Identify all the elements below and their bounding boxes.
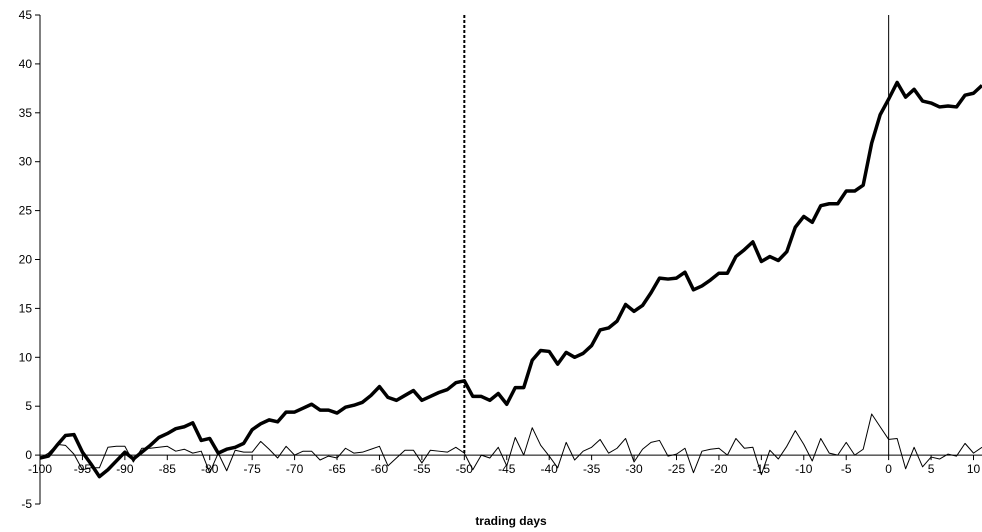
x-tick-label: -85	[159, 462, 177, 476]
x-tick-label: -65	[328, 462, 346, 476]
x-tick-label: -20	[710, 462, 728, 476]
x-tick-label: -70	[286, 462, 304, 476]
y-tick-label: 5	[25, 399, 32, 413]
x-tick-label: -15	[753, 462, 771, 476]
x-tick-label: -40	[541, 462, 559, 476]
x-tick-label: -75	[243, 462, 261, 476]
x-tick-label: -90	[116, 462, 134, 476]
y-tick-label: -5	[21, 497, 32, 511]
reference-lines	[463, 15, 890, 456]
y-tick-label: 40	[19, 57, 33, 71]
x-tick-label: -30	[625, 462, 643, 476]
x-tick-label: -80	[201, 462, 219, 476]
x-tick-label: 5	[928, 462, 935, 476]
x-axis: -100 -95 -90 -85 -80 -75 -70 -65 -60 -55 -50 -45 -40…	[28, 454, 982, 476]
x-tick-label: -25	[668, 462, 686, 476]
x-tick-label: -50	[456, 462, 474, 476]
x-tick-label: -55	[413, 462, 431, 476]
y-tick-label: 0	[25, 448, 32, 462]
x-tick-label: -10	[795, 462, 813, 476]
y-tick-label: 35	[19, 106, 33, 120]
x-tick-label: 10	[967, 462, 981, 476]
x-tick-label: -5	[841, 462, 852, 476]
x-axis-title: trading days	[475, 514, 547, 528]
x-tick-label: -35	[583, 462, 601, 476]
series-line-thin	[39, 413, 982, 476]
series-line-thick	[39, 80, 982, 479]
y-tick-label: 45	[19, 8, 33, 22]
x-tick-label: -45	[498, 462, 516, 476]
y-tick-label: 20	[19, 253, 33, 267]
y-tick-label: 15	[19, 301, 33, 315]
x-tick-label: 0	[885, 462, 892, 476]
x-tick-label: -60	[371, 462, 389, 476]
y-tick-label: 25	[19, 204, 33, 218]
y-tick-label: 30	[19, 155, 33, 169]
y-tick-label: 10	[19, 350, 33, 364]
x-tick-label: -100	[28, 462, 52, 476]
series-layer	[39, 80, 982, 479]
y-axis: -5 0 5 10 15 20 25 30 35 40 45	[19, 8, 41, 511]
